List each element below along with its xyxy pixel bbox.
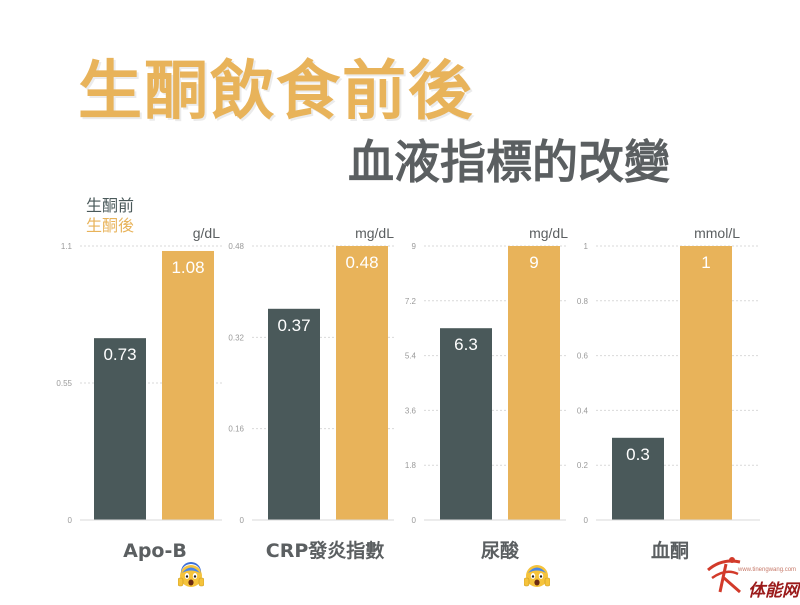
y-tick-label: 0.2 — [577, 461, 589, 470]
page-title: 生酮飲食前後 — [78, 55, 474, 129]
bar-before — [268, 308, 320, 520]
y-tick-label: 0.16 — [228, 425, 244, 434]
y-tick-label: 7.2 — [405, 297, 417, 306]
y-tick-label: 0 — [68, 516, 73, 525]
y-tick-label: 5.4 — [405, 352, 417, 361]
bar-before — [440, 328, 492, 520]
unit-label: mmol/L — [694, 225, 740, 241]
bar-after — [508, 246, 560, 520]
y-tick-label: 1.1 — [61, 242, 73, 251]
unit-label: mg/dL — [529, 225, 568, 241]
watermark-url: www.tinengwang.com — [738, 567, 797, 573]
bar-value-label: 1.08 — [171, 258, 204, 277]
watermark-logo-icon — [700, 548, 800, 600]
y-tick-label: 0.48 — [228, 242, 244, 251]
bar-value-label: 0.3 — [626, 445, 650, 464]
category-label: 尿酸 — [481, 539, 520, 562]
fearful-face-icon — [524, 562, 550, 588]
page-subtitle: 血液指標的改變 — [348, 135, 670, 189]
legend-before: 生酮前 — [86, 196, 135, 215]
bar-before — [612, 437, 664, 520]
y-tick-label: 0 — [240, 516, 245, 525]
watermark-brand: 体能网 — [748, 581, 799, 600]
y-tick-label: 0.55 — [56, 379, 72, 388]
y-tick-label: 3.6 — [405, 406, 417, 415]
bar-value-label: 0.48 — [345, 253, 378, 272]
bar-value-label: 6.3 — [454, 335, 478, 354]
bar-value-label: 0.37 — [277, 316, 310, 335]
bar-after — [162, 250, 214, 520]
legend-after: 生酮後 — [86, 216, 135, 235]
bar-before — [94, 338, 146, 520]
y-tick-label: 1.8 — [405, 461, 417, 470]
bar-after — [336, 246, 388, 520]
bar-after — [680, 246, 732, 520]
y-tick-label: 0.32 — [228, 333, 244, 342]
bar-value-label: 9 — [529, 253, 538, 272]
unit-label: mg/dL — [355, 225, 394, 241]
y-tick-label: 0.6 — [577, 352, 589, 361]
y-tick-label: 1 — [584, 242, 589, 251]
chart-legend: 生酮前 生酮後 — [86, 196, 134, 236]
category-label: 血酮 — [651, 539, 689, 562]
y-tick-label: 0 — [412, 516, 417, 525]
y-tick-label: 9 — [412, 242, 417, 251]
unit-label: g/dL — [193, 225, 220, 241]
y-tick-label: 0.8 — [577, 297, 589, 306]
category-label: CRP發炎指數 — [266, 539, 385, 562]
bar-value-label: 1 — [701, 253, 710, 272]
bar-value-label: 0.73 — [103, 345, 136, 364]
y-tick-label: 0.4 — [577, 406, 589, 415]
fearful-face-icon — [178, 562, 204, 588]
y-tick-label: 0 — [584, 516, 589, 525]
category-label: Apo-B — [123, 540, 187, 562]
